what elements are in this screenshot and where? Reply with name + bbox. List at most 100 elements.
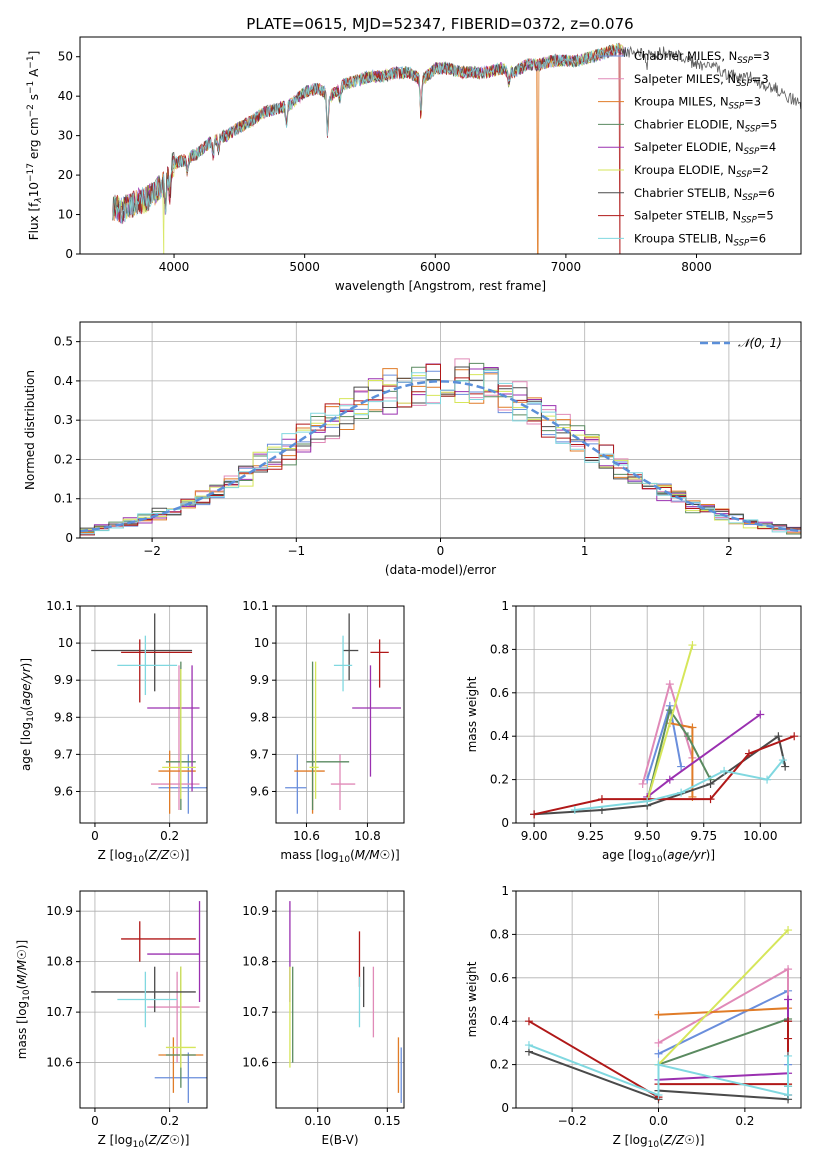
figure-title: PLATE=0615, MJD=52347, FIBERID=0372, z=0… — [246, 15, 633, 33]
legend-label: Salpeter ELODIE, NSSP=4 — [634, 140, 776, 157]
weight-marker — [781, 762, 790, 771]
weight-marker — [654, 1060, 663, 1069]
legend-label: Salpeter STELIB, NSSP=5 — [634, 209, 774, 226]
y-tick-label: 30 — [58, 129, 73, 143]
plot-area — [530, 641, 799, 819]
x-tick-label: 8000 — [681, 260, 712, 274]
weight-marker — [665, 680, 674, 689]
weight-marker — [597, 795, 606, 804]
x-tick-label: 9.50 — [634, 829, 661, 843]
axes-frame — [79, 605, 208, 824]
x-tick-label: 0.15 — [374, 1114, 401, 1128]
axes-frame — [275, 890, 405, 1109]
weight-marker — [744, 749, 753, 758]
y-tick-label: 0.8 — [490, 642, 509, 656]
y-axis-label: mass weight — [465, 961, 479, 1037]
legend-label: Chabrier ELODIE, NSSP=5 — [634, 117, 777, 134]
y-axis-label: Normed distribution — [23, 370, 37, 490]
plot-area — [285, 613, 401, 814]
y-tick-label: 0.4 — [54, 374, 73, 388]
y-tick-label: 50 — [58, 50, 73, 64]
x-tick-label: 0 — [91, 1114, 99, 1128]
x-tick-label: 4000 — [159, 260, 190, 274]
axes-frame — [79, 36, 802, 255]
weight-marker — [784, 995, 793, 1004]
weight-marker — [570, 805, 579, 814]
weight-marker — [784, 926, 793, 935]
x-tick-label: 10.6 — [293, 829, 320, 843]
weight-marker — [774, 732, 783, 741]
x-tick-label: −1 — [287, 544, 305, 558]
chart-age_vs_Z: 0 0.2 9.6 9.7 9.8 9.9 10 10.1 Z [log10(Z/Z☉)] age… — [19, 599, 208, 865]
x-tick-label: 9.25 — [577, 829, 604, 843]
x-tick-label: 10.00 — [743, 829, 777, 843]
x-tick-label: 5000 — [289, 260, 320, 274]
x-axis-label: (data-model)/error — [385, 563, 496, 577]
weight-marker — [665, 706, 674, 715]
spectrum-line — [112, 42, 621, 254]
y-tick-label: 0.6 — [490, 686, 509, 700]
x-tick-label: 0.10 — [304, 1114, 331, 1128]
y-tick-label: 10.9 — [242, 904, 269, 918]
y-tick-label: 20 — [58, 168, 73, 182]
y-tick-label: 10.7 — [242, 1005, 269, 1019]
legend-label: Kroupa ELODIE, NSSP=2 — [634, 163, 769, 180]
weight-marker — [778, 756, 787, 765]
spectrum-line — [112, 42, 620, 224]
y-tick-label: 0 — [65, 247, 73, 261]
chart-age_vs_mass: 10.6 10.8 9.6 9.7 9.8 9.9 10 10.1 mass [log10(M/… — [242, 599, 405, 865]
x-tick-label: 10.8 — [354, 829, 381, 843]
axes-frame — [515, 605, 802, 824]
weight-marker — [756, 710, 765, 719]
weight-marker — [784, 965, 793, 974]
weight-marker — [784, 1017, 793, 1026]
weight-marker — [665, 775, 674, 784]
spectrum-line — [112, 43, 629, 222]
x-tick-label: −2 — [143, 544, 161, 558]
weight-line — [669, 722, 694, 797]
y-tick-label: 1 — [501, 599, 509, 613]
weight-marker — [524, 1041, 533, 1050]
x-axis-label: Z [log10(Z/Z☉)] — [98, 848, 190, 865]
weight-line — [528, 1044, 789, 1097]
y-tick-label: 9.9 — [250, 673, 269, 687]
y-tick-label: 10.7 — [46, 1005, 73, 1019]
x-tick-label: −0.2 — [558, 1114, 587, 1128]
y-tick-label: 10.1 — [46, 599, 73, 613]
legend-label: Kroupa STELIB, NSSP=6 — [634, 231, 766, 248]
weight-line — [646, 644, 694, 802]
weight-line — [574, 759, 784, 811]
y-tick-label: 10.1 — [242, 599, 269, 613]
y-axis-label: mass weight — [465, 676, 479, 752]
y-tick-label: 0.1 — [54, 492, 73, 506]
y-tick-label: 9.9 — [54, 673, 73, 687]
plot-area — [524, 926, 793, 1104]
y-tick-label: 10.6 — [242, 1056, 269, 1070]
weight-line — [533, 735, 795, 816]
y-tick-label: 0.2 — [490, 773, 509, 787]
plot-area — [91, 901, 207, 1103]
y-tick-label: 0.4 — [490, 729, 509, 743]
x-axis-label: Z [log10(Z/Z☉)] — [613, 1133, 705, 1150]
weight-marker — [654, 1010, 663, 1019]
chart-residuals: −2 −1 0 1 2 0 0.1 0.2 0.3 0.4 0.5 (data-model)/erro… — [23, 321, 802, 577]
x-tick-label: 6000 — [420, 260, 451, 274]
weight-marker — [790, 732, 799, 741]
axes-frame — [79, 890, 208, 1109]
chart-mass_vs_ebv: 0.10 0.15 10.6 10.7 10.8 10.9 E(B-V) — [242, 890, 405, 1147]
y-tick-label: 9.6 — [54, 784, 73, 798]
weight-marker — [784, 1051, 793, 1060]
chart-weight_vs_age: 9.00 9.25 9.50 9.75 10.00 0 0.2 0.4 0.6 0.8 1 age [… — [465, 599, 802, 865]
y-tick-label: 0.6 — [490, 971, 509, 985]
y-tick-label: 0 — [501, 816, 509, 830]
x-tick-label: 2 — [725, 544, 733, 558]
y-tick-label: 0.2 — [54, 452, 73, 466]
y-tick-label: 9.8 — [250, 710, 269, 724]
y-tick-label: 0.8 — [490, 927, 509, 941]
weight-marker — [654, 1038, 663, 1047]
y-axis-label: age [log10(age/yr)] — [19, 658, 36, 771]
x-tick-label: 0 — [437, 544, 445, 558]
legend-label: Chabrier MILES, NSSP=3 — [634, 49, 770, 66]
y-tick-label: 0.4 — [490, 1014, 509, 1028]
weight-marker — [706, 779, 715, 788]
